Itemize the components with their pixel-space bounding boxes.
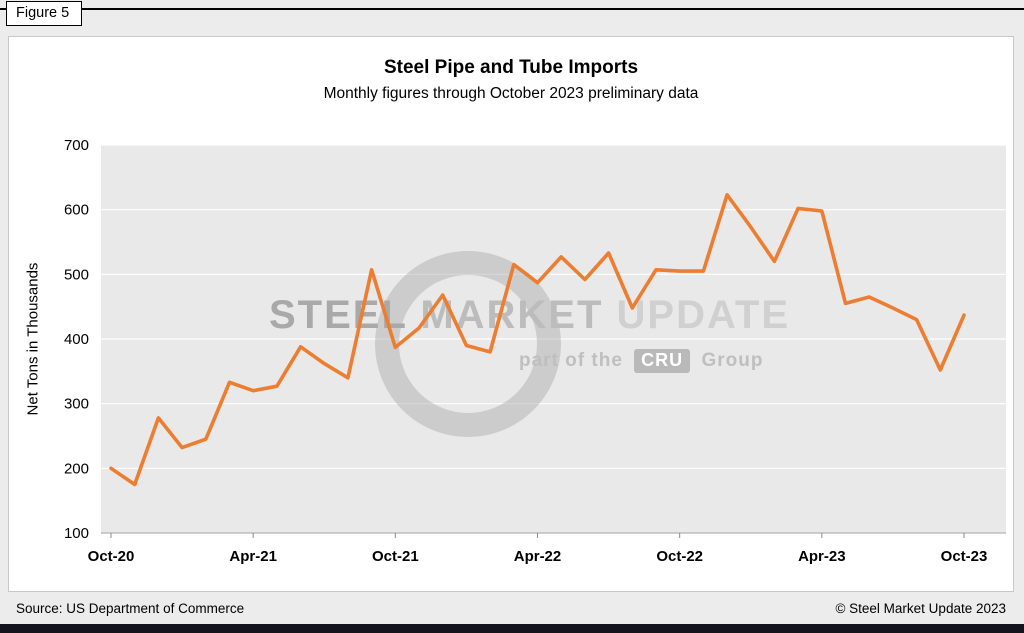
svg-text:Apr-23: Apr-23 bbox=[798, 548, 846, 565]
source-text: Source: US Department of Commerce bbox=[16, 601, 245, 616]
svg-text:Apr-22: Apr-22 bbox=[514, 548, 562, 565]
svg-text:Oct-20: Oct-20 bbox=[88, 548, 135, 565]
figure-label-text: Figure 5 bbox=[16, 5, 70, 21]
copyright-text: © Steel Market Update 2023 bbox=[835, 601, 1006, 616]
svg-text:Oct-22: Oct-22 bbox=[656, 548, 703, 565]
svg-text:200: 200 bbox=[64, 460, 89, 477]
svg-text:100: 100 bbox=[64, 525, 89, 542]
bottom-bar bbox=[0, 624, 1024, 633]
svg-text:500: 500 bbox=[64, 266, 89, 283]
top-rule bbox=[0, 8, 1024, 10]
svg-text:600: 600 bbox=[64, 202, 89, 219]
chart-panel: Steel Pipe and Tube Imports Monthly figu… bbox=[8, 36, 1014, 592]
svg-text:Apr-21: Apr-21 bbox=[229, 548, 277, 565]
svg-text:Oct-21: Oct-21 bbox=[372, 548, 419, 565]
y-axis-title: Net Tons in Thousands bbox=[24, 262, 42, 416]
figure-label: Figure 5 bbox=[6, 1, 83, 26]
svg-text:Oct-23: Oct-23 bbox=[941, 548, 988, 565]
svg-text:700: 700 bbox=[64, 137, 89, 154]
chart-subtitle: Monthly figures through October 2023 pre… bbox=[323, 85, 699, 102]
svg-text:400: 400 bbox=[64, 331, 89, 348]
svg-text:300: 300 bbox=[64, 396, 89, 413]
chart-grid: 100 200 300 400 500 600 700 Oct-20 Apr-21 Oct-21 A… bbox=[64, 137, 1006, 565]
chart-title: Steel Pipe and Tube Imports bbox=[383, 57, 639, 78]
